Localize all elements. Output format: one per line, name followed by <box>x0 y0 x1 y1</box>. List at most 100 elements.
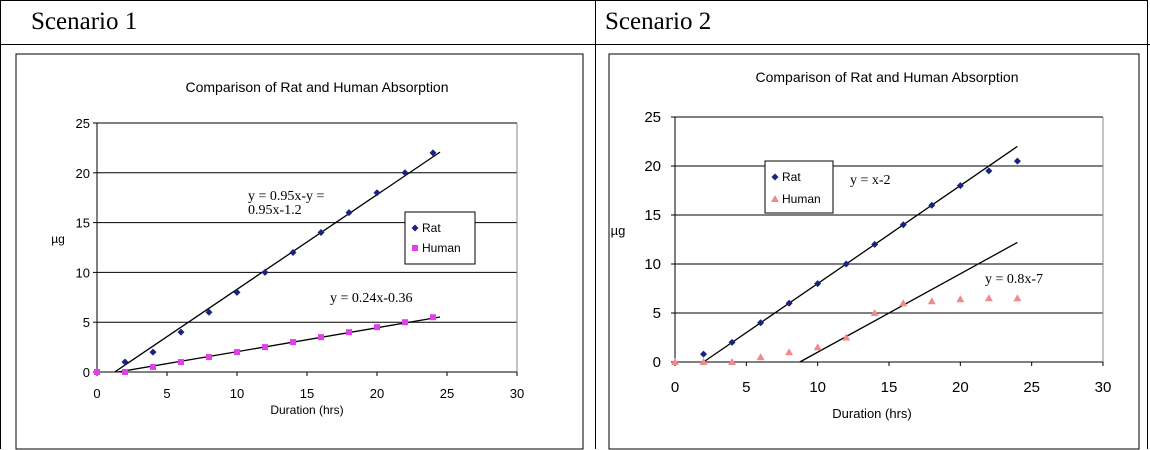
data-point-rat <box>700 350 708 358</box>
data-point-rat <box>842 260 850 268</box>
data-point-human <box>122 369 128 375</box>
data-point-human <box>346 329 352 336</box>
data-point-rat <box>345 209 353 217</box>
data-point-human <box>1013 294 1022 302</box>
y-tick-label: 15 <box>644 207 661 224</box>
chart-title: Comparison of Rat and Human Absorption <box>755 69 1018 85</box>
data-point-human <box>234 349 240 356</box>
data-point-human <box>699 358 708 365</box>
y-tick-label: 0 <box>83 365 90 380</box>
data-point-human <box>870 309 879 316</box>
data-point-human <box>402 319 408 326</box>
y-tick-label: 15 <box>76 216 90 231</box>
x-tick-label: 25 <box>1023 379 1040 396</box>
data-point-rat <box>373 189 381 197</box>
x-tick-label: 20 <box>370 386 384 401</box>
trendline-human <box>117 316 441 373</box>
data-point-rat <box>1013 157 1021 165</box>
y-tick-label: 5 <box>653 305 661 322</box>
data-point-rat <box>956 182 964 190</box>
header-divider <box>0 44 1150 45</box>
data-point-rat <box>177 328 185 336</box>
data-point-human <box>290 339 296 346</box>
data-point-human <box>430 314 436 321</box>
y-axis-label: µg <box>611 223 626 238</box>
trendline-equation: y = x-2 <box>850 173 891 188</box>
data-point-rat <box>289 248 297 256</box>
legend-marker-rat <box>771 173 779 181</box>
data-point-human <box>178 359 184 366</box>
x-tick-label: 5 <box>742 379 750 396</box>
chart-title: Comparison of Rat and Human Absorption <box>185 79 448 95</box>
data-point-human <box>671 358 679 365</box>
data-point-human <box>813 343 822 351</box>
trendline-equation: 0.95x-1.2 <box>248 203 302 218</box>
data-point-rat <box>205 308 213 316</box>
x-tick-label: 15 <box>881 379 898 396</box>
data-point-human <box>728 358 737 365</box>
data-point-rat <box>429 149 437 157</box>
x-axis-label: Duration (hrs) <box>832 406 911 421</box>
data-point-rat <box>757 319 765 327</box>
y-axis-label: µg <box>51 232 65 246</box>
data-point-human <box>785 348 794 356</box>
x-tick-label: 0 <box>671 379 679 396</box>
legend-marker-rat <box>411 224 419 232</box>
data-point-human <box>318 334 324 341</box>
y-tick-label: 0 <box>653 354 661 371</box>
y-tick-label: 25 <box>644 109 661 126</box>
chart-1: Comparison of Rat and Human Absorption 0 5… <box>15 53 584 450</box>
trendline-human <box>799 241 1018 363</box>
data-point-human <box>899 299 908 307</box>
legend-label-human: Human <box>422 241 461 255</box>
scenario-2-header: Scenario 2 <box>605 8 712 35</box>
data-point-human <box>150 364 156 371</box>
data-point-rat <box>899 221 907 229</box>
column-divider <box>595 0 596 449</box>
legend-label-rat: Rat <box>422 221 441 235</box>
data-point-rat <box>985 167 993 175</box>
legend-marker-human <box>771 195 779 202</box>
x-tick-label: 20 <box>952 379 969 396</box>
x-axis-label: Duration (hrs) <box>270 403 343 417</box>
data-point-rat <box>928 201 936 209</box>
trendline-equation: y = 0.8x-7 <box>985 272 1043 287</box>
y-tick-label: 10 <box>644 256 661 273</box>
x-tick-label: 0 <box>93 386 100 401</box>
data-point-rat <box>871 240 879 248</box>
y-tick-label: 10 <box>76 265 90 280</box>
y-tick-label: 20 <box>76 166 90 181</box>
scenario-1-header: Scenario 1 <box>31 8 138 35</box>
legend-label-human: Human <box>782 192 821 206</box>
data-point-human <box>842 333 851 341</box>
data-point-human <box>94 369 100 375</box>
data-point-rat <box>401 169 409 177</box>
data-point-rat <box>317 229 325 237</box>
data-point-rat <box>261 268 269 276</box>
data-point-human <box>374 324 380 331</box>
x-tick-label: 5 <box>163 386 170 401</box>
x-tick-label: 10 <box>809 379 826 396</box>
data-point-rat <box>149 348 157 356</box>
data-point-human <box>984 294 993 302</box>
trendline-rat <box>703 145 1018 363</box>
data-point-human <box>756 353 765 361</box>
data-point-rat <box>233 288 241 296</box>
x-tick-label: 30 <box>1095 379 1112 396</box>
y-tick-label: 5 <box>83 315 90 330</box>
data-point-rat <box>121 358 129 366</box>
trendline-equation: y = 0.24x-0.36 <box>330 291 413 306</box>
data-point-rat <box>728 338 736 346</box>
x-tick-label: 30 <box>510 386 524 401</box>
x-tick-label: 15 <box>300 386 314 401</box>
data-point-human <box>927 297 936 305</box>
legend-box <box>404 211 476 265</box>
legend-marker-human <box>412 245 418 251</box>
chart-frame <box>608 53 1140 450</box>
y-tick-label: 20 <box>644 158 661 175</box>
data-point-human <box>206 354 212 361</box>
trendline-rat <box>114 151 441 373</box>
x-tick-label: 10 <box>230 386 244 401</box>
